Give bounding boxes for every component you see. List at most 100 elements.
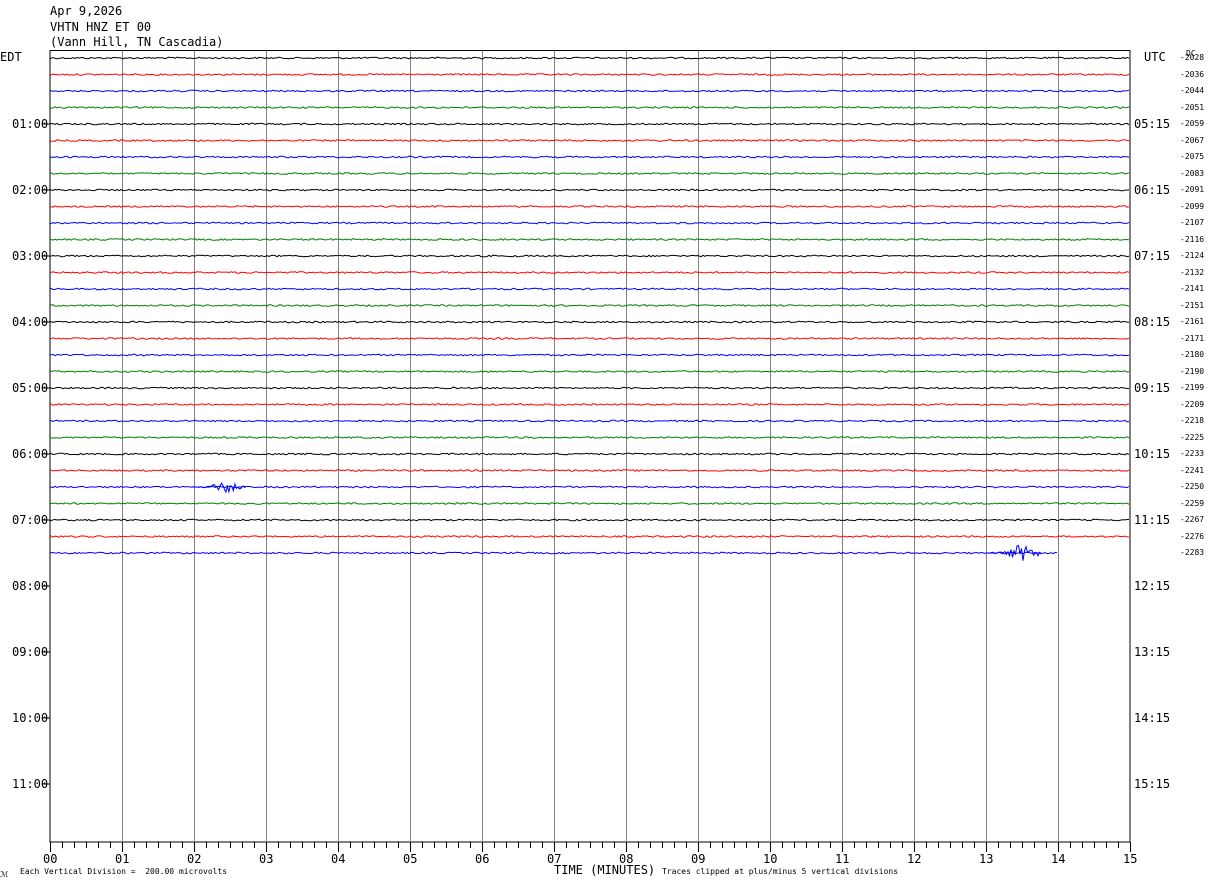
trace-line bbox=[49, 337, 1130, 340]
left-time-label: 05:00 bbox=[12, 381, 49, 395]
trace-line bbox=[49, 73, 1130, 76]
trace-line bbox=[49, 518, 1129, 522]
right-time-label: 07:15 bbox=[1134, 249, 1171, 263]
trace-line bbox=[49, 56, 1130, 60]
right-time-label: 08:15 bbox=[1134, 315, 1171, 329]
dc-offset-label: -2051 bbox=[1180, 102, 1205, 112]
x-tick-label: 05 bbox=[403, 852, 418, 866]
dc-offset-label: -2132 bbox=[1180, 267, 1205, 277]
dc-offset-label: -2028 bbox=[1180, 53, 1205, 62]
right-time-label: 10:15 bbox=[1134, 447, 1171, 461]
dc-offset-label: -2171 bbox=[1180, 333, 1205, 343]
trace-line bbox=[49, 155, 1130, 159]
x-axis-title: TIME (MINUTES) bbox=[554, 863, 656, 877]
utc-label: UTC bbox=[1144, 50, 1166, 64]
trace-line bbox=[49, 370, 1130, 373]
trace-line bbox=[49, 205, 1130, 208]
x-tick-label: 07 bbox=[547, 852, 562, 866]
trace-line bbox=[49, 188, 1130, 192]
left-time-label: 11:00 bbox=[12, 777, 49, 791]
left-time-label: 01:00 bbox=[12, 117, 49, 131]
x-tick-label: 01 bbox=[115, 852, 130, 866]
dc-offset-label: -2075 bbox=[1180, 152, 1205, 161]
trace-line bbox=[49, 551, 1058, 555]
dc-offset-label: -2107 bbox=[1180, 218, 1205, 227]
trace-line bbox=[49, 139, 1130, 142]
x-tick-label: 00 bbox=[43, 852, 58, 866]
dc-offset-label: -2218 bbox=[1180, 416, 1205, 425]
trace-line bbox=[49, 452, 1130, 456]
x-tick-label: 08 bbox=[619, 852, 634, 866]
trace-line bbox=[49, 106, 1130, 109]
left-time-label: 02:00 bbox=[12, 183, 49, 197]
trace-line bbox=[49, 254, 1130, 258]
x-tick-label: 12 bbox=[907, 852, 922, 866]
header-location: (Vann Hill, TN Cascadia) bbox=[50, 35, 224, 49]
dc-offset-label: -2161 bbox=[1180, 317, 1205, 326]
left-time-label: 07:00 bbox=[12, 513, 49, 527]
x-tick-label: 02 bbox=[187, 852, 202, 866]
dc-offset-label: -2124 bbox=[1180, 251, 1205, 260]
dc-offset-label: -2044 bbox=[1180, 86, 1205, 95]
trace-line bbox=[50, 271, 1130, 274]
left-time-label: 04:00 bbox=[12, 315, 49, 329]
left-time-label: 08:00 bbox=[12, 579, 49, 593]
x-tick-label: 06 bbox=[475, 852, 490, 866]
left-time-label: 09:00 bbox=[12, 645, 49, 659]
dc-offset-label: -2241 bbox=[1180, 465, 1205, 475]
trace-line bbox=[49, 221, 1130, 225]
x-tick-label: 10 bbox=[763, 852, 778, 866]
right-time-label: 05:15 bbox=[1134, 117, 1171, 131]
x-tick-label: 04 bbox=[331, 852, 346, 866]
dc-offset-label: -2151 bbox=[1180, 300, 1205, 310]
trace-line bbox=[49, 122, 1130, 126]
trace-line bbox=[50, 502, 1130, 505]
right-time-label: 15:15 bbox=[1134, 777, 1171, 791]
dc-offset-label: -2225 bbox=[1180, 432, 1205, 442]
dc-offset-label: -2259 bbox=[1180, 498, 1205, 508]
x-tick-label: 09 bbox=[691, 852, 706, 866]
dc-offset-label: -2180 bbox=[1180, 350, 1205, 359]
x-tick-label: 14 bbox=[1051, 852, 1066, 866]
dc-offset-label: -2233 bbox=[1180, 449, 1205, 458]
dc-offset-label: -2116 bbox=[1180, 234, 1205, 244]
dc-label: DC bbox=[1186, 49, 1196, 58]
edt-label: EDT bbox=[0, 50, 22, 64]
right-time-label: 06:15 bbox=[1134, 183, 1171, 197]
dc-offset-label: -2099 bbox=[1180, 201, 1205, 211]
header-station: VHTN HNZ ET 00 bbox=[50, 20, 152, 34]
trace-line bbox=[49, 287, 1130, 291]
dc-offset-label: -2190 bbox=[1180, 366, 1205, 376]
dc-offset-label: -2059 bbox=[1180, 119, 1205, 128]
dc-offset-label: -2250 bbox=[1180, 482, 1205, 491]
dc-offset-label: -2036 bbox=[1180, 69, 1205, 79]
trace-line bbox=[50, 386, 1130, 390]
trace-line bbox=[49, 535, 1130, 538]
dc-offset-label: -2276 bbox=[1180, 531, 1205, 541]
right-time-label: 14:15 bbox=[1134, 711, 1171, 725]
dc-offset-label: -2267 bbox=[1180, 515, 1205, 524]
plot-frame bbox=[49, 50, 1131, 843]
trace-line bbox=[50, 238, 1130, 241]
header-date: Apr 9,2026 bbox=[50, 4, 123, 18]
event-waveform bbox=[191, 482, 246, 494]
trace-line bbox=[49, 353, 1130, 357]
dc-offset-label: -2209 bbox=[1180, 399, 1205, 409]
trace-line bbox=[49, 436, 1130, 439]
right-time-label: 13:15 bbox=[1134, 645, 1171, 659]
event-waveform bbox=[987, 544, 1042, 561]
right-time-label: 12:15 bbox=[1134, 579, 1171, 593]
right-time-label: 09:15 bbox=[1134, 381, 1171, 395]
corner-mark: ℳ bbox=[0, 870, 9, 879]
right-time-label: 11:15 bbox=[1134, 513, 1171, 527]
x-tick-label: 03 bbox=[259, 852, 274, 866]
dc-offset-label: -2199 bbox=[1180, 383, 1205, 392]
x-tick-label: 13 bbox=[979, 852, 994, 866]
vertical-division-note: Each Vertical Division = 200.00 microvol… bbox=[20, 867, 228, 876]
trace-line bbox=[49, 419, 1130, 423]
dc-offset-label: -2283 bbox=[1180, 548, 1205, 557]
trace-line bbox=[49, 320, 1130, 324]
left-time-label: 03:00 bbox=[12, 249, 49, 263]
trace-line bbox=[49, 89, 1130, 93]
